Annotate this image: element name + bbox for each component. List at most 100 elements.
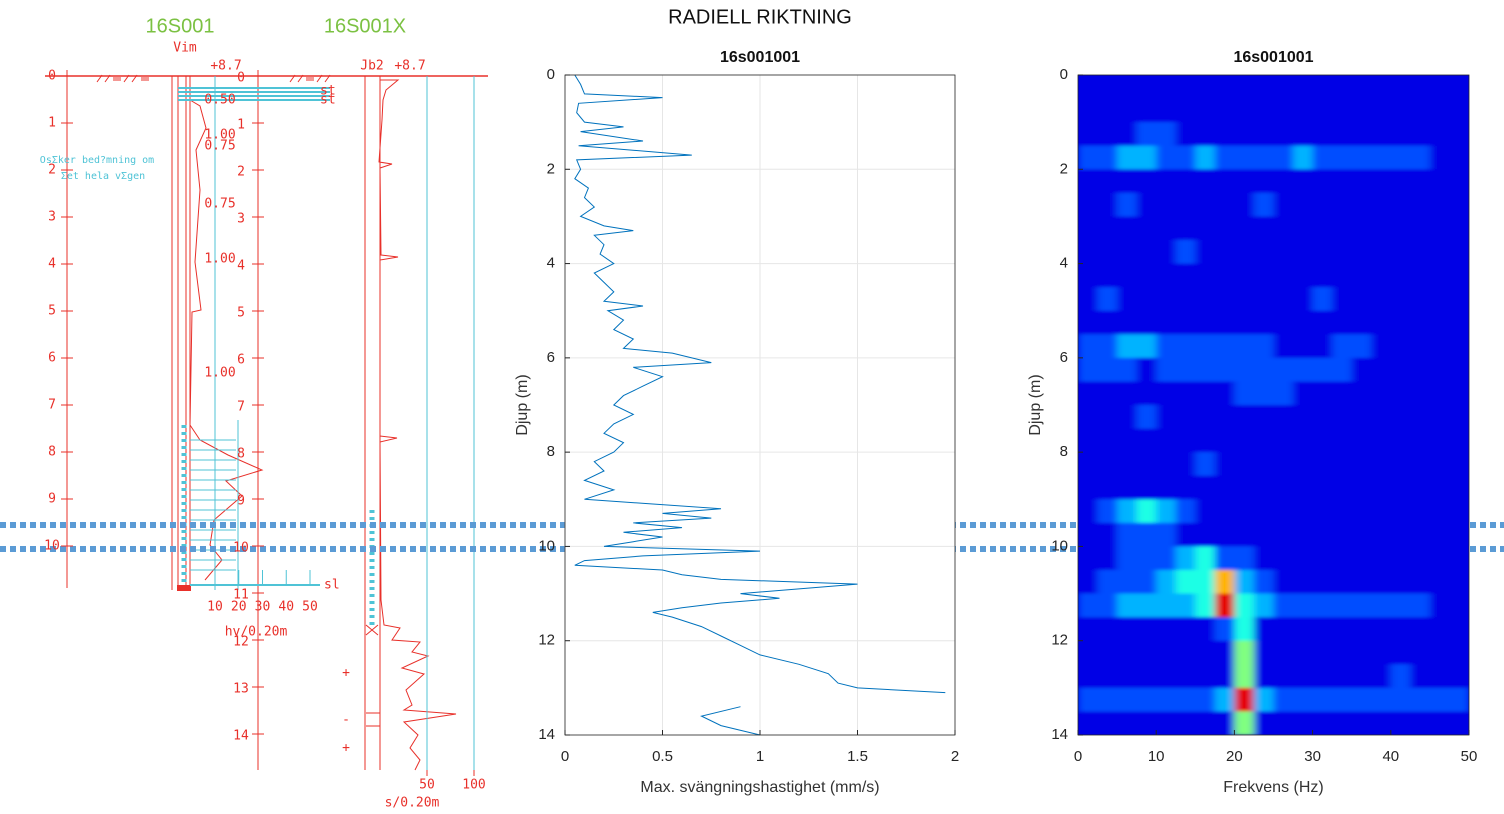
heatmap-cell: [1351, 381, 1372, 406]
heatmap-cell: [1351, 499, 1372, 524]
marker: [365, 624, 380, 727]
heatmap-cell: [1332, 75, 1353, 100]
level: +8.7: [394, 59, 425, 74]
heatmap-cell: [1390, 287, 1411, 312]
heatmap-cell: [1429, 428, 1450, 453]
heatmap-cell: [1214, 593, 1235, 618]
heatmap-cell: [1156, 145, 1177, 170]
heatmap-cell: [1078, 263, 1099, 288]
y-tick-label: 10: [538, 537, 555, 554]
heatmap-cell: [1390, 617, 1411, 642]
heatmap-cell: [1410, 546, 1431, 571]
heatmap-cell: [1097, 145, 1118, 170]
heatmap-cell: [1195, 122, 1216, 147]
heatmap-cell: [1351, 617, 1372, 642]
heatmap-cell: [1097, 428, 1118, 453]
heatmap-cell: [1214, 452, 1235, 477]
heatmap-cell: [1117, 570, 1138, 595]
heatmap-cell: [1117, 617, 1138, 642]
heatmap-cell: [1371, 711, 1392, 735]
heatmap-cell: [1351, 593, 1372, 618]
heatmap-cell: [1429, 216, 1450, 241]
hv-tick-label: 50: [302, 600, 318, 615]
heatmap-cell: [1195, 664, 1216, 689]
heatmap-cell: [1078, 98, 1099, 123]
heatmap-cell: [1410, 287, 1431, 312]
heatmap-cell: [1117, 98, 1138, 123]
heatmap-cell: [1429, 145, 1450, 170]
hv-curve: [189, 99, 264, 581]
heatmap-cell: [1293, 357, 1314, 382]
heatmap-cell: [1136, 522, 1157, 547]
log-labels: 16S001 16S001X Vim +8.7 Jb2 +8.7 OsΣker …: [40, 15, 440, 810]
heatmap-cell: [1253, 357, 1274, 382]
heatmap-cell: [1273, 428, 1294, 453]
heatmap-cell: [1410, 216, 1431, 241]
heatmap-cell: [1214, 381, 1235, 406]
heatmap-cell: [1117, 216, 1138, 241]
heatmap-cell: [1136, 75, 1157, 100]
heatmap-cell: [1253, 640, 1274, 665]
heatmap-cell: [1332, 310, 1353, 335]
heatmap-cell: [1293, 381, 1314, 406]
heatmap-cell: [1078, 122, 1099, 147]
heatmap-cell: [1117, 310, 1138, 335]
heatmap-cell: [1273, 617, 1294, 642]
heatmap-cell: [1117, 334, 1138, 359]
heatmap-cell: [1136, 310, 1157, 335]
heatmap-cell: [1293, 98, 1314, 123]
heatmap-cell: [1429, 334, 1450, 359]
end-code: sl: [324, 578, 340, 593]
heatmap-cell: [1214, 711, 1235, 735]
heatmap-cell: [1253, 145, 1274, 170]
heatmap-cell: [1175, 617, 1196, 642]
heatmap-cell: [1449, 334, 1469, 359]
heatmap-cell: [1449, 617, 1469, 642]
heatmap-cell: [1371, 664, 1392, 689]
heatmap-cell: [1390, 122, 1411, 147]
heatmap-cell: [1136, 452, 1157, 477]
heatmap-cell: [1312, 640, 1333, 665]
heatmap-cell: [1273, 216, 1294, 241]
heatmap-cell: [1156, 192, 1177, 217]
heatmap-cell: [1429, 169, 1450, 194]
heatmap-cell: [1449, 122, 1469, 147]
borehole-name: 16S001X: [324, 15, 406, 37]
heatmap-cell: [1117, 263, 1138, 288]
heatmap-cell: [1351, 452, 1372, 477]
heatmap-cell: [1390, 263, 1411, 288]
heatmap-cell: [1429, 122, 1450, 147]
borehole-stop: [177, 585, 191, 591]
heatmap-cell: [1351, 405, 1372, 430]
hv-bars: [190, 439, 236, 571]
heatmap-cell: [1332, 240, 1353, 265]
heatmap-cell: [1410, 381, 1431, 406]
heatmap-cell: [1390, 334, 1411, 359]
heatmap-cell: [1449, 98, 1469, 123]
heatmap-cell: [1156, 216, 1177, 241]
heatmap-cell: [1253, 334, 1274, 359]
pressure-label: 1.00: [204, 252, 235, 267]
heatmap-cell: [1293, 145, 1314, 170]
heatmap-cell: [1078, 310, 1099, 335]
depth-label: 10: [233, 541, 249, 556]
heatmap-cell: [1429, 240, 1450, 265]
chart-title: 16s001001: [1233, 49, 1313, 66]
depth-label: 1: [48, 116, 56, 131]
heatmap-cell: [1410, 687, 1431, 712]
heatmap-cell: [1234, 617, 1255, 642]
heatmap-cell: [1410, 405, 1431, 430]
heatmap-cell: [1253, 687, 1274, 712]
y-tick-label: 2: [1060, 160, 1068, 177]
pressure-label: 1.00: [204, 128, 235, 143]
heatmap-cell: [1214, 405, 1235, 430]
heatmap-cell: [1429, 405, 1450, 430]
heatmap-cell: [1293, 617, 1314, 642]
heatmap-cell: [1371, 546, 1392, 571]
heatmap-cell: [1097, 357, 1118, 382]
heatmap-cell: [1097, 122, 1118, 147]
heatmap-cell: [1117, 428, 1138, 453]
heatmap-cell: [1312, 499, 1333, 524]
heatmap-cell: [1078, 216, 1099, 241]
heatmap-cell: [1117, 452, 1138, 477]
